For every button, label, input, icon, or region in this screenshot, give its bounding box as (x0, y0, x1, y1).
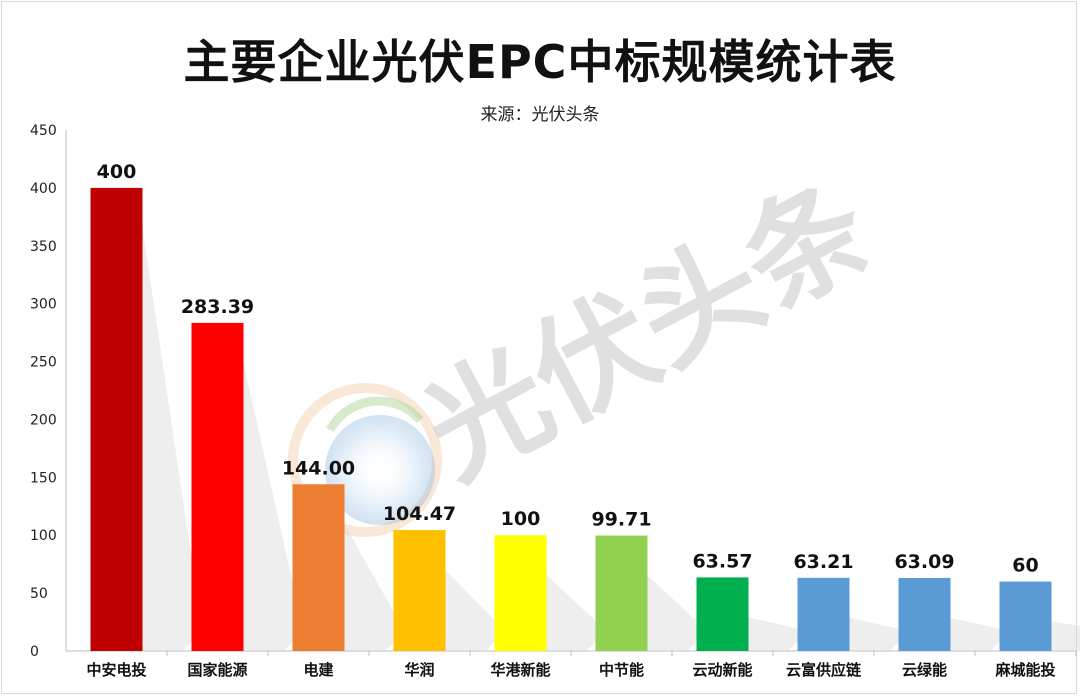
watermark-logo-ring-inner (325, 415, 435, 525)
x-tick-label: 中节能 (599, 661, 644, 679)
bar (292, 484, 345, 651)
data-label: 400 (97, 161, 137, 183)
data-label: 63.09 (894, 551, 954, 573)
x-tick-label: 电建 (303, 661, 334, 679)
bar (999, 581, 1052, 651)
bar-shadow (344, 524, 405, 651)
data-label: 63.21 (793, 551, 853, 573)
bar (191, 322, 244, 651)
bar-shadow (142, 227, 203, 651)
x-tick-label: 云富供应链 (786, 661, 862, 679)
y-tick-label: 100 (30, 528, 57, 544)
bar-shadow (243, 362, 304, 651)
y-tick-label: 150 (30, 470, 57, 486)
data-label: 144.00 (282, 457, 355, 479)
x-tick-label: 国家能源 (187, 661, 247, 679)
x-tick-label: 麻城能投 (994, 661, 1055, 679)
data-label: 63.57 (692, 550, 752, 572)
bar (898, 577, 951, 651)
bar-shadow (546, 575, 607, 651)
bar-shadow (647, 575, 708, 651)
y-tick-label: 50 (30, 586, 48, 602)
watermark: 光伏头条 (288, 158, 892, 537)
x-tick-label: 华润 (404, 661, 434, 679)
x-tick-label: 华港新能 (490, 661, 550, 679)
bar (393, 530, 446, 651)
bar (494, 535, 547, 651)
x-tick-label: 云动新能 (692, 661, 752, 679)
y-tick-label: 400 (30, 181, 57, 197)
x-tick-label: 云绿能 (902, 661, 947, 679)
watermark-text: 光伏头条 (403, 158, 892, 506)
data-label: 60 (1012, 555, 1038, 577)
bar (595, 535, 648, 651)
bar (696, 577, 749, 651)
bar-shadow (748, 617, 809, 651)
y-tick-label: 250 (30, 355, 57, 371)
bar-shadow (1051, 621, 1080, 651)
data-label: 99.71 (591, 509, 651, 531)
y-tick-label: 350 (30, 239, 57, 255)
bar-shadow (950, 617, 1011, 651)
bar-shadow (849, 617, 910, 651)
chart-title: 主要企业光伏EPC中标规模统计表 (183, 35, 897, 89)
y-tick-label: 0 (30, 644, 39, 660)
data-label: 104.47 (383, 503, 456, 525)
bar (797, 577, 850, 651)
y-tick-label: 450 (30, 123, 57, 139)
data-label: 100 (501, 508, 541, 530)
watermark-logo-ring-outer (288, 383, 442, 537)
watermark-logo-arc (326, 396, 424, 433)
bar (90, 187, 143, 651)
y-tick-label: 200 (30, 412, 57, 428)
y-tick-label: 300 (30, 297, 57, 313)
x-tick-label: 中安电投 (86, 661, 146, 679)
data-label: 283.39 (181, 296, 254, 318)
bar-shadow (445, 570, 506, 651)
chart-subtitle: 来源：光伏头条 (480, 105, 600, 125)
